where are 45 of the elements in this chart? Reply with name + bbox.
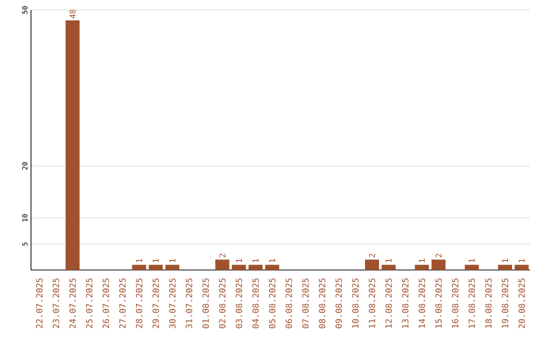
x-tick-label: 15.08.2025 (435, 278, 442, 328)
x-tick-label: 08.08.2025 (318, 278, 326, 328)
x-tick-label: 13.08.2025 (402, 278, 408, 328)
x-tick-label: 20.08.2025 (518, 278, 525, 328)
bar (464, 264, 479, 270)
x-tick-label: 01.08.2025 (202, 278, 209, 328)
x-tick-label: 05.08.2025 (268, 278, 276, 328)
x-tick-label: 24.07.2025 (69, 278, 76, 328)
x-tick-label: 22.07.2025 (36, 278, 43, 328)
bar (165, 264, 180, 270)
x-tick-label: 02.08.2025 (219, 278, 226, 328)
x-tick-label: 06.08.2025 (286, 278, 292, 328)
x-tick-label: 27.07.2025 (119, 278, 126, 328)
x-tick-label: 18.08.2025 (485, 278, 492, 328)
x-tick-label: 16.08.2025 (452, 278, 458, 328)
x-tick-label: 28.07.2025 (136, 278, 142, 328)
x-tick-label: 23.07.2025 (52, 278, 60, 328)
bar (265, 264, 280, 270)
x-tick-label: 25.07.2025 (86, 278, 92, 328)
x-tick-label: 04.08.2025 (252, 278, 259, 328)
x-tick-label: 10.08.2025 (352, 278, 359, 328)
x-tick-label: 09.08.2025 (336, 278, 342, 328)
bar (432, 260, 446, 270)
x-tick-label: 30.07.2025 (169, 278, 176, 328)
bar (514, 264, 529, 270)
bar (232, 264, 246, 270)
bar (66, 20, 80, 270)
bar (248, 264, 263, 270)
bar (414, 264, 429, 270)
x-tick-label: 12.08.2025 (385, 278, 392, 328)
bar (148, 264, 163, 270)
x-tick-label: 03.08.2025 (236, 278, 242, 328)
x-tick-label: 29.07.2025 (152, 278, 159, 328)
bar (132, 264, 146, 270)
x-tick-label: 11.08.2025 (368, 278, 376, 328)
x-tick-label: 07.08.2025 (302, 278, 309, 328)
bar (498, 264, 512, 270)
x-tick-label: 17.08.2025 (468, 278, 475, 328)
x-tick-label: 19.08.2025 (502, 278, 508, 328)
bar (364, 260, 379, 270)
bar (382, 264, 396, 270)
bar (215, 260, 230, 270)
x-tick-label: 14.08.2025 (418, 278, 426, 328)
x-tick-label: 26.07.2025 (102, 278, 110, 328)
x-tick-label: 31.07.2025 (186, 278, 192, 328)
